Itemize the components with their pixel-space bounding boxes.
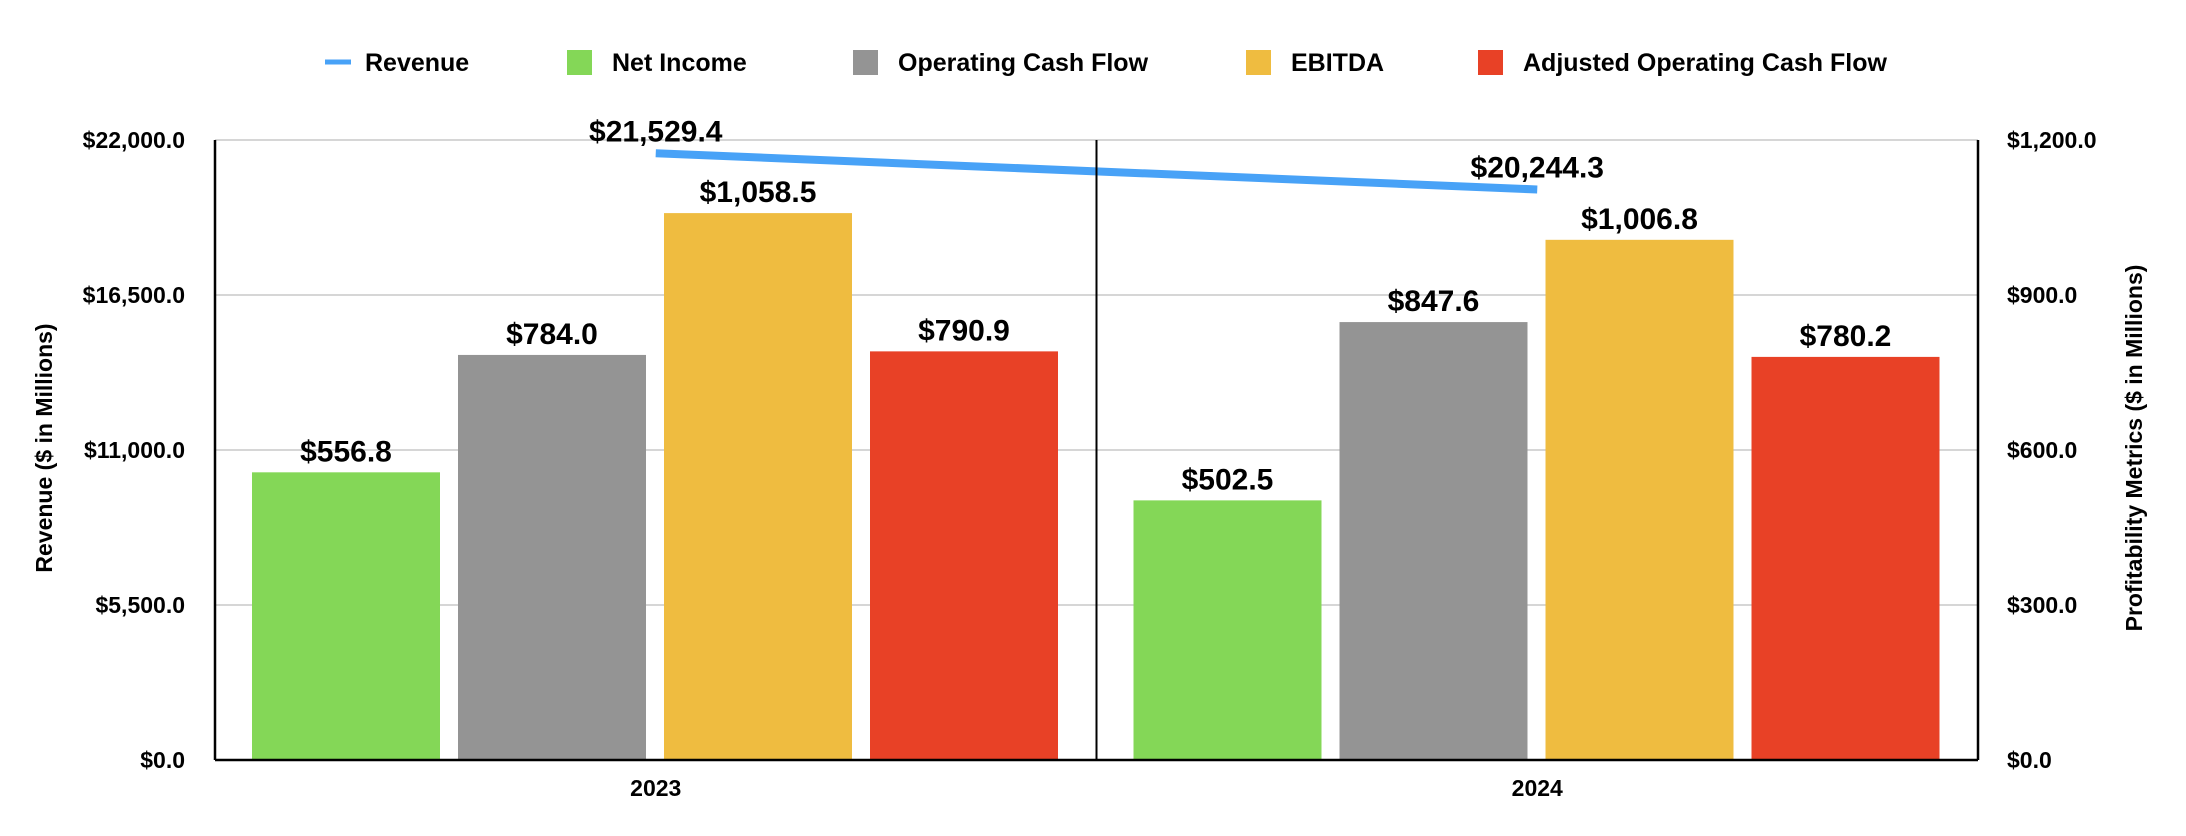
data-label-net-income-2023: $556.8 <box>300 435 392 468</box>
x-tick-label: 2023 <box>630 775 681 801</box>
y-tick-label: $0.0 <box>140 747 185 773</box>
legend-label-net-income: Net Income <box>612 49 747 77</box>
legend-label-ebitda: EBITDA <box>1291 49 1384 77</box>
bar-net-income-2024 <box>1133 500 1322 760</box>
data-label-adjusted-operating-cash-flow-2024: $780.2 <box>1800 320 1892 353</box>
y-tick-label: $22,000.0 <box>83 127 185 153</box>
axes: $0.0 $0.0 $5,500.0 $300.0 $11,000.0 $600.0 $16… <box>83 127 2097 801</box>
y2-tick-label: $600.0 <box>2007 437 2077 463</box>
data-labels: $556.8 $784.0 $1,058.5 $790.9 $502.5 $847.6 $1… <box>300 115 1891 496</box>
bar-operating-cash-flow-2023 <box>458 354 646 760</box>
y-tick-label: $5,500.0 <box>95 592 185 618</box>
legend-item-operating-cash-flow: Operating Cash Flow <box>853 49 1149 77</box>
legend-item-net-income: Net Income <box>567 49 747 77</box>
y2-tick-label: $300.0 <box>2007 592 2077 618</box>
x-tick-label: 2024 <box>1512 775 1563 801</box>
data-label-adjusted-operating-cash-flow-2023: $790.9 <box>918 314 1010 347</box>
data-label-operating-cash-flow-2024: $847.6 <box>1388 285 1480 318</box>
y2-tick-label: $900.0 <box>2007 282 2077 308</box>
legend-label-operating-cash-flow: Operating Cash Flow <box>898 49 1149 77</box>
bars <box>252 213 1940 760</box>
legend-item-revenue: Revenue <box>325 49 469 77</box>
bar-ebitda-2023 <box>664 213 852 760</box>
legend-label-adjusted-operating-cash-flow: Adjusted Operating Cash Flow <box>1523 49 1887 77</box>
bar-adjusted-operating-cash-flow-2023 <box>870 351 1058 760</box>
data-label-revenue-2023: $21,529.4 <box>589 115 723 148</box>
legend-item-ebitda: EBITDA <box>1246 49 1384 77</box>
y-axis-title: Revenue ($ in Millions) <box>31 323 57 572</box>
legend-swatch-operating-cash-flow <box>853 50 878 75</box>
y-tick-label: $11,000.0 <box>84 437 185 463</box>
y2-axis-title: Profitability Metrics ($ in Millions) <box>2121 265 2147 632</box>
data-label-operating-cash-flow-2023: $784.0 <box>506 318 598 351</box>
data-label-net-income-2024: $502.5 <box>1182 463 1274 496</box>
legend: Revenue Net Income Operating Cash Flow EBIT… <box>325 49 1887 77</box>
data-label-ebitda-2023: $1,058.5 <box>700 176 817 209</box>
legend-swatch-ebitda <box>1246 50 1271 75</box>
legend-swatch-net-income <box>567 50 592 75</box>
bar-net-income-2023 <box>252 472 440 760</box>
bar-operating-cash-flow-2024 <box>1339 322 1528 760</box>
bar-ebitda-2024 <box>1545 239 1734 760</box>
y-tick-label: $16,500.0 <box>83 282 185 308</box>
data-label-revenue-2024: $20,244.3 <box>1471 151 1604 184</box>
y2-tick-label: $0.0 <box>2007 747 2052 773</box>
legend-item-adjusted-operating-cash-flow: Adjusted Operating Cash Flow <box>1478 49 1887 77</box>
data-label-ebitda-2024: $1,006.8 <box>1581 203 1698 236</box>
legend-swatch-adjusted-operating-cash-flow <box>1478 50 1503 75</box>
bar-adjusted-operating-cash-flow-2024 <box>1751 356 1940 760</box>
y2-tick-label: $1,200.0 <box>2007 127 2097 153</box>
legend-label-revenue: Revenue <box>365 49 469 77</box>
